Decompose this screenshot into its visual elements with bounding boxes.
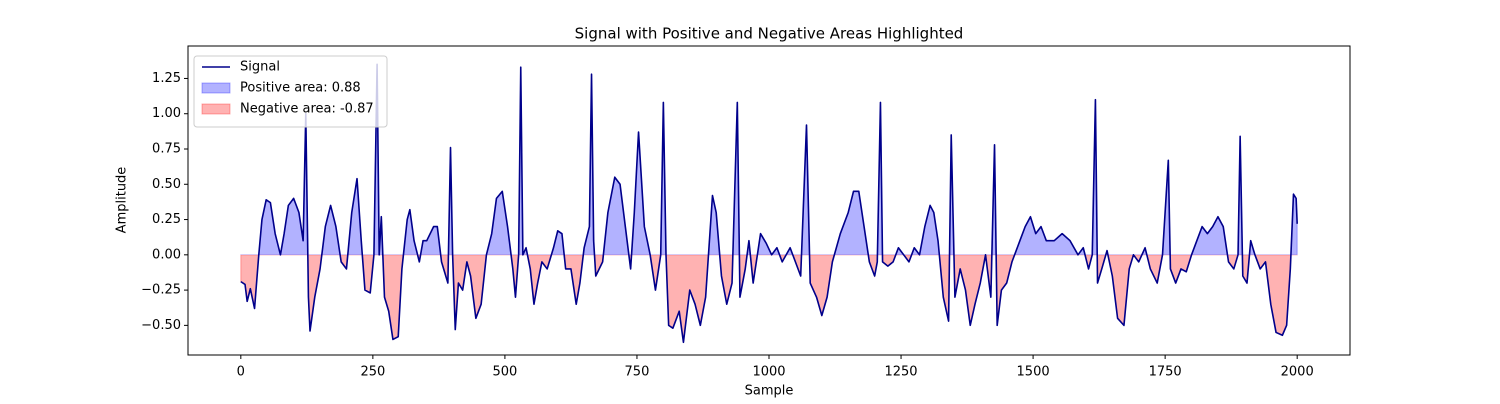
y-tick-label: 0.75 bbox=[152, 142, 181, 157]
x-tick-label: 1750 bbox=[1149, 365, 1182, 380]
legend: Signal Positive area: 0.88 Negative area: … bbox=[193, 55, 388, 128]
legend-label: Negative area: -0.87 bbox=[240, 102, 374, 117]
y-tick-label: 0.00 bbox=[152, 247, 181, 262]
x-axis-label: Sample bbox=[745, 384, 794, 399]
negative-area bbox=[240, 254, 1298, 343]
y-tick-label: 0.50 bbox=[152, 177, 181, 192]
x-tick-label: 0 bbox=[237, 365, 245, 380]
x-tick-label: 250 bbox=[360, 365, 385, 380]
legend-swatch bbox=[201, 82, 231, 94]
x-tick-label: 750 bbox=[625, 365, 650, 380]
x-tick-label: 2000 bbox=[1281, 365, 1314, 380]
legend-swatch bbox=[201, 103, 231, 115]
legend-label: Signal bbox=[240, 60, 280, 75]
x-tick-label: 1500 bbox=[1017, 365, 1050, 380]
y-tick-label: 1.25 bbox=[152, 71, 181, 86]
x-tick-label: 500 bbox=[492, 365, 517, 380]
x-tick-label: 1000 bbox=[752, 365, 785, 380]
y-tick-label: 1.00 bbox=[152, 106, 181, 121]
signal-line bbox=[240, 63, 1298, 344]
x-tick-label: 1250 bbox=[884, 365, 917, 380]
legend-frame bbox=[193, 55, 388, 128]
y-tick-label: −0.50 bbox=[141, 318, 181, 333]
y-tick-label: −0.25 bbox=[141, 283, 181, 298]
legend-label: Positive area: 0.88 bbox=[240, 81, 361, 96]
axes-frame bbox=[187, 45, 1351, 356]
y-tick-label: 0.25 bbox=[152, 212, 181, 227]
chart-title: Signal with Positive and Negative Areas … bbox=[575, 25, 964, 43]
y-axis-label: Amplitude bbox=[115, 167, 130, 234]
